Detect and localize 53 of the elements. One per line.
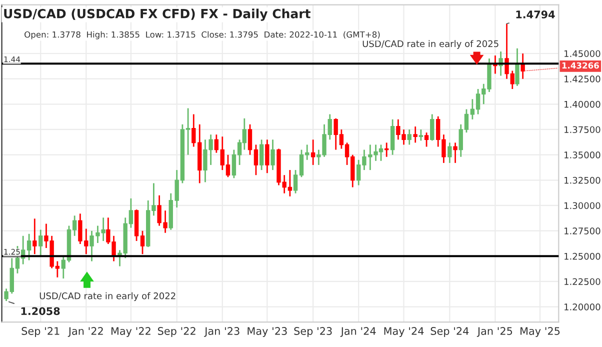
y-tick-label: 1.25000 [564,252,600,260]
candlestick [26,233,32,261]
candlestick [310,138,316,166]
candlestick [520,52,525,80]
x-tick-label: May '23 [248,327,287,337]
candlestick [390,118,395,156]
candlestick [430,114,434,142]
x-tick-label: Sep '22 [158,327,196,337]
chart-title: USD/CAD (USDCAD FX CFD) FX - Daily Chart [4,8,310,21]
candlestick [407,128,412,146]
candlestick [413,126,418,144]
x-tick-label: Jan '23 [204,327,240,337]
candlestick [140,230,145,255]
y-tick-label: 1.30000 [564,202,600,210]
candlestick [192,114,196,148]
candlestick [293,169,298,194]
candlestick [270,138,275,171]
x-tick-label: Sep '21 [22,327,60,337]
x-tick-label: Jan '22 [68,327,103,337]
x-tick-label: Jan '24 [340,327,376,337]
annotation: USD/CAD rate in early of 2025 [362,40,498,49]
x-tick-label: Jan '25 [476,327,512,337]
text: Open: 1.3778 High: 1.3855 Low: 1.3715 Close: 1.3795 Date: 2022-10-11 (GMT+8) [24,31,380,40]
candlestick [259,138,264,171]
y-tick-label: 1.32500 [564,176,600,184]
x-tick-label: May '22 [111,327,150,337]
x-tick-label: May '24 [384,327,424,337]
candlestick [32,218,37,255]
annotation: 1.43266 [562,62,599,69]
x-tick-label: Sep '24 [430,327,469,337]
candlestick [515,48,520,87]
candlestick [265,138,270,174]
candlestick [448,142,452,164]
y-tick-label: 1.40000 [564,100,600,108]
y-tick-label: 1.27500 [564,228,600,234]
x-tick-label: May '25 [520,327,560,337]
candlestick [453,142,458,164]
y-tick-label: 1.42500 [564,76,600,82]
annotation: 1.2058 [21,307,60,316]
candlestick [248,124,252,156]
y-tick-label: 1.37500 [564,126,600,134]
candlestick [38,229,43,257]
y-tick-label: 1.35000 [564,152,600,158]
candlestick [254,144,258,176]
annotation: 1.4794 [516,10,555,18]
y-tick-label: 1.20000 [564,304,600,310]
candlestick [214,134,219,154]
y-tick-label: 1.22500 [564,278,600,286]
candlestick [424,132,429,148]
x-tick-label: Sep '23 [294,327,332,337]
y-tick-label: 1.45000 [564,50,600,58]
annotation: USD/CAD rate in early of 2022 [40,292,176,302]
candlestick [418,128,424,142]
